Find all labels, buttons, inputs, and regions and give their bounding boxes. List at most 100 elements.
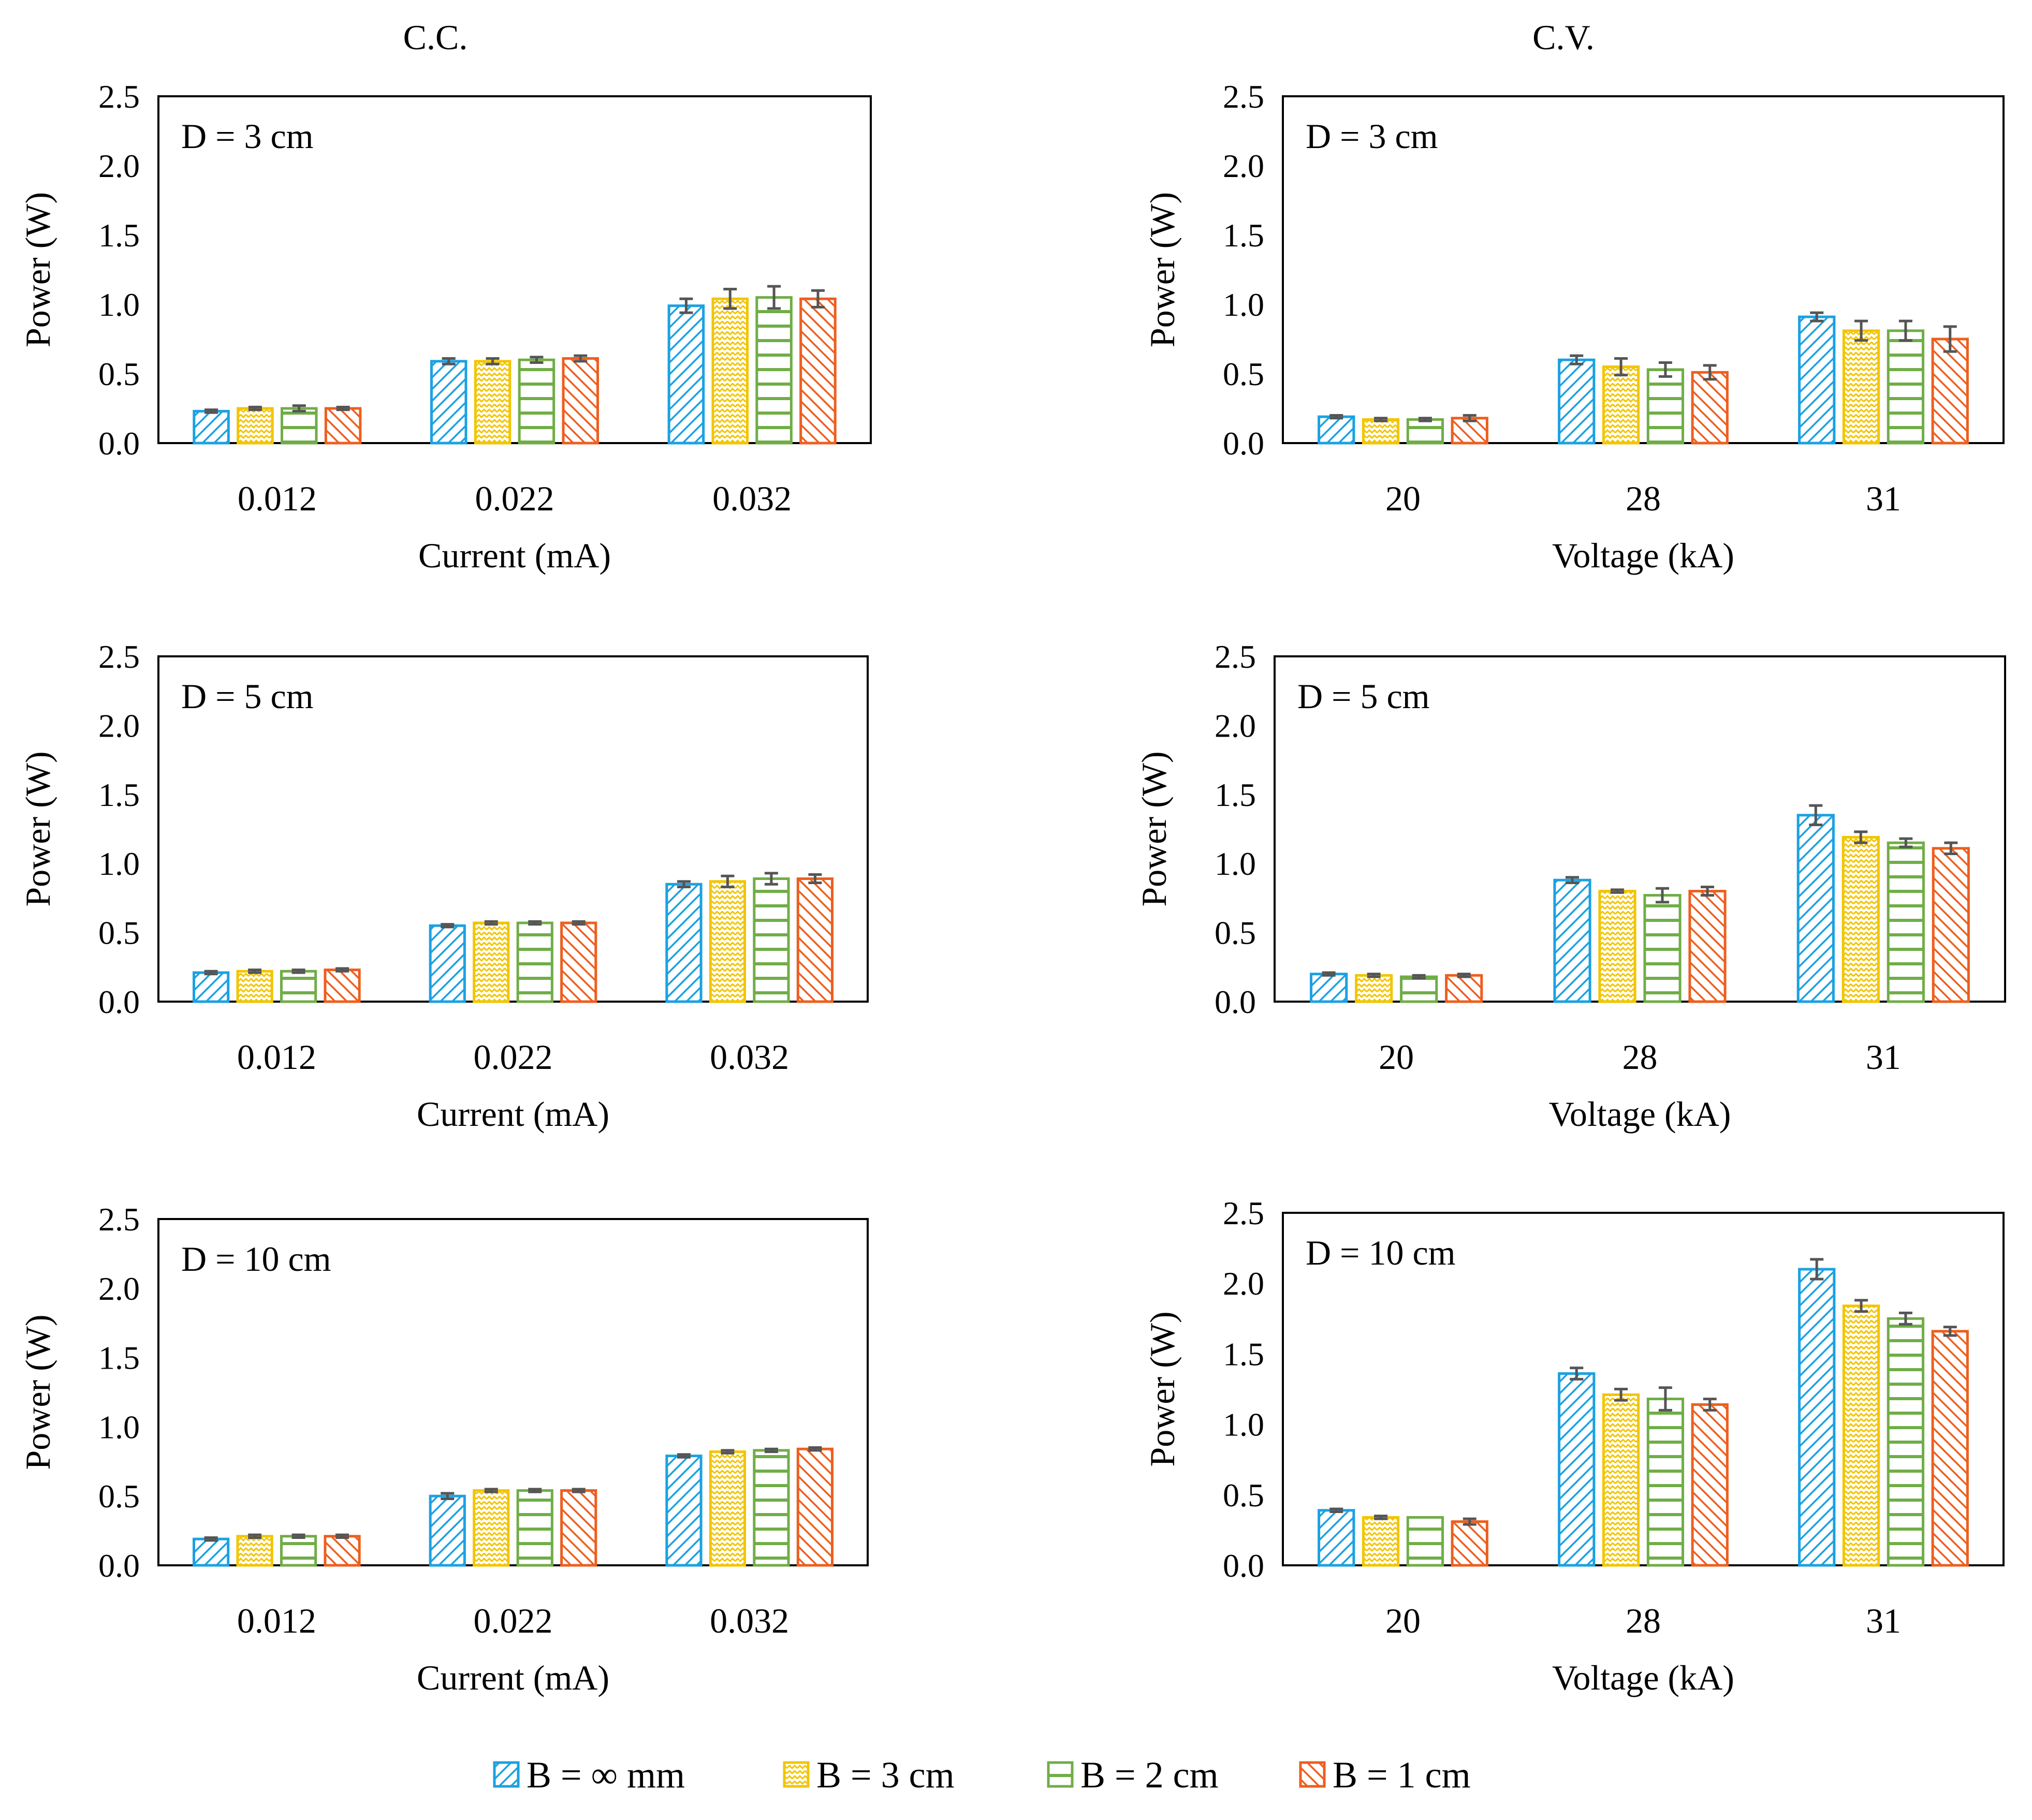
y-tick-label: 0.5 — [98, 1478, 140, 1515]
y-tick-label: 2.5 — [98, 78, 140, 115]
y-tick-label: 0.5 — [98, 915, 140, 951]
y-tick-label: 1.0 — [1223, 1406, 1264, 1443]
y-tick-label: 1.5 — [1215, 776, 1256, 813]
x-tick-label: 28 — [1626, 1601, 1661, 1640]
y-tick-label: 2.0 — [98, 1270, 140, 1307]
y-tick-label: 0.5 — [1223, 356, 1264, 392]
legend-label: B = ∞ mm — [527, 1754, 685, 1796]
y-axis-label: Power (W) — [1143, 1311, 1182, 1466]
bar — [1691, 1403, 1729, 1567]
bar — [1400, 975, 1438, 1003]
y-tick-label: 1.0 — [98, 845, 140, 882]
plot-frame — [1274, 655, 2006, 1003]
y-tick-label: 1.0 — [98, 1408, 140, 1445]
bar — [280, 1535, 317, 1567]
legend-label: B = 2 cm — [1080, 1754, 1219, 1796]
bar — [237, 407, 274, 445]
y-tick-label: 2.0 — [1215, 707, 1256, 744]
bar — [1646, 1398, 1685, 1567]
bar — [709, 880, 747, 1003]
x-tick-label: 31 — [1866, 479, 1901, 518]
y-tick-label: 0.0 — [98, 984, 140, 1020]
bar — [1887, 1317, 1925, 1567]
y-tick-label: 2.0 — [98, 148, 140, 184]
x-axis-label: Voltage (kA) — [1549, 1094, 1731, 1134]
column-title-cv: C.V. — [1532, 18, 1595, 57]
panel-annotation: D = 3 cm — [181, 116, 314, 156]
bar — [1406, 1516, 1444, 1567]
bar — [1451, 1520, 1488, 1567]
bar — [1318, 415, 1355, 445]
y-tick-label: 0.0 — [98, 425, 140, 462]
bar — [324, 968, 361, 1003]
y-tick-label: 0.0 — [1215, 984, 1256, 1020]
bar — [429, 1494, 466, 1567]
chart-panels: 0.0 0.5 1.0 1.5 2.0 2.5 D = 3 cm Power (W) 0.012… — [18, 78, 2006, 1697]
bar — [711, 297, 749, 445]
y-tick-label: 2.5 — [1223, 1195, 1264, 1231]
bar — [1887, 329, 1925, 445]
y-axis-label: Power (W) — [18, 1314, 57, 1470]
bar — [1558, 358, 1596, 445]
chart-panel: 0.0 0.5 1.0 1.5 2.0 2.5 D = 5 cm Power (W) 20 28 3… — [1134, 638, 2006, 1134]
y-tick-label: 0.0 — [98, 1547, 140, 1584]
bar — [665, 883, 703, 1003]
bar — [709, 1450, 747, 1567]
bar — [1841, 836, 1880, 1003]
bar — [1310, 973, 1348, 1003]
legend-label: B = 3 cm — [816, 1754, 955, 1796]
x-axis-label: Current (mA) — [417, 1094, 609, 1134]
bar — [430, 360, 467, 445]
y-tick-label: 1.0 — [98, 286, 140, 323]
x-axis-label: Voltage (kA) — [1552, 536, 1734, 575]
legend-swatch — [493, 1761, 520, 1788]
bar — [1932, 847, 1970, 1003]
bar — [1842, 329, 1880, 445]
bar — [667, 304, 705, 445]
bar — [1798, 1268, 1836, 1567]
chart-panel: 0.0 0.5 1.0 1.5 2.0 2.5 D = 3 cm Power (W) 0.012… — [18, 78, 872, 575]
bar — [1646, 368, 1685, 445]
legend-label: B = 1 cm — [1333, 1754, 1471, 1796]
bar — [193, 409, 230, 445]
bar — [1931, 1330, 1969, 1567]
bar — [236, 970, 273, 1003]
bar — [429, 924, 466, 1003]
y-tick-label: 1.0 — [1223, 286, 1264, 323]
bar — [1553, 878, 1591, 1003]
bar — [1602, 365, 1640, 445]
y-axis-label: Power (W) — [1143, 192, 1182, 347]
chart-panel: 0.0 0.5 1.0 1.5 2.0 2.5 D = 10 cm Power (W) 20 28… — [1143, 1195, 2005, 1697]
y-tick-label: 2.0 — [1223, 148, 1264, 184]
bar — [193, 1537, 230, 1567]
bar — [1602, 1393, 1640, 1567]
plot-frame — [1282, 1212, 2005, 1566]
bar — [560, 1489, 597, 1567]
y-tick-label: 1.5 — [1223, 1335, 1264, 1372]
y-axis-label: Power (W) — [1134, 751, 1174, 906]
chart-panel: 0.0 0.5 1.0 1.5 2.0 2.5 D = 10 cm Power (W) 0.01… — [18, 1201, 869, 1697]
x-tick-label: 28 — [1626, 479, 1661, 518]
bar — [324, 1535, 361, 1567]
panel-annotation: D = 5 cm — [181, 677, 314, 716]
x-axis-label: Current (mA) — [418, 536, 611, 575]
bar — [1842, 1304, 1880, 1567]
x-axis-label: Voltage (kA) — [1552, 1658, 1734, 1697]
x-tick-label: 20 — [1385, 1601, 1421, 1640]
x-tick-label: 0.032 — [712, 479, 792, 518]
column-title-cc: C.C. — [403, 18, 468, 57]
bar — [753, 877, 790, 1003]
legend-swatch — [1047, 1761, 1074, 1788]
bar — [473, 1489, 510, 1567]
y-tick-label: 0.5 — [1215, 915, 1256, 951]
bar — [755, 296, 793, 445]
x-tick-label: 20 — [1379, 1037, 1414, 1077]
bar — [1688, 890, 1727, 1003]
bar — [1887, 841, 1925, 1003]
x-tick-label: 0.022 — [474, 1037, 553, 1077]
panel-annotation: D = 10 cm — [181, 1239, 331, 1279]
bar — [281, 407, 318, 445]
bar — [1931, 337, 1969, 445]
legend-swatch — [783, 1761, 810, 1788]
